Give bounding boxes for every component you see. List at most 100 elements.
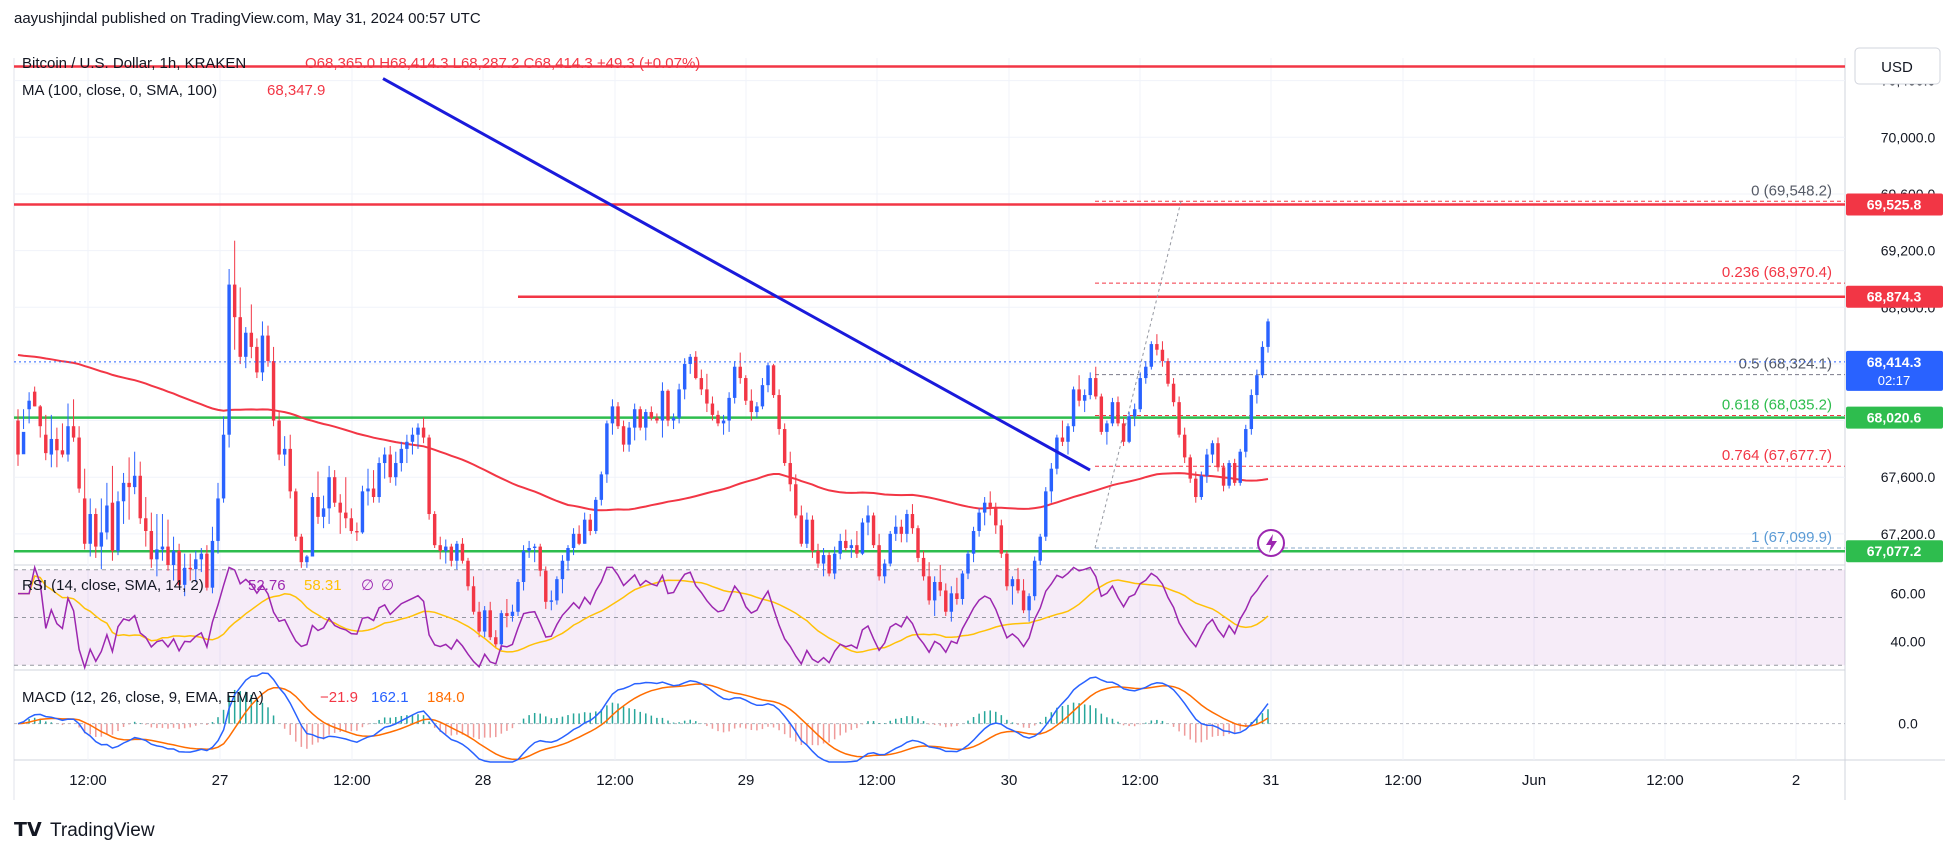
candle-body bbox=[449, 546, 454, 561]
candle-body bbox=[638, 409, 642, 428]
candle-body bbox=[149, 531, 154, 560]
candle-body bbox=[38, 406, 42, 427]
ma-legend-label[interactable]: MA (100, close, 0, SMA, 100) bbox=[22, 82, 217, 99]
candle-body bbox=[344, 512, 348, 519]
candle-body bbox=[405, 441, 409, 449]
candle-body bbox=[755, 406, 759, 413]
candle-body bbox=[1132, 409, 1137, 417]
candle-body bbox=[377, 463, 381, 498]
price-axis[interactable]: 70,400.070,000.069,600.069,200.068,800.0… bbox=[1881, 73, 1936, 732]
candle-body bbox=[910, 514, 915, 529]
candle-body bbox=[49, 438, 54, 455]
candle-body bbox=[849, 545, 854, 549]
candle-body bbox=[582, 519, 587, 544]
candle-body bbox=[1255, 375, 1259, 396]
candle-body bbox=[1038, 536, 1042, 561]
candle-body bbox=[71, 426, 76, 438]
candle-body bbox=[994, 506, 998, 526]
candle-body bbox=[594, 499, 598, 532]
candle-body bbox=[194, 559, 198, 570]
candle-body bbox=[905, 514, 909, 534]
rsi-line bbox=[18, 564, 1269, 671]
candle-body bbox=[510, 611, 515, 616]
tradingview-logo-mark: 𝗧𝗩 bbox=[14, 820, 42, 841]
candle-body bbox=[671, 417, 676, 421]
rsi-legend-label[interactable]: RSI (14, close, SMA, 14, 2) bbox=[22, 577, 204, 594]
price-tick-label: 67,200.0 bbox=[1881, 526, 1936, 542]
candle-body bbox=[777, 395, 781, 430]
footer-logo: TradingView bbox=[50, 820, 155, 841]
last-price-tag bbox=[1846, 350, 1943, 391]
resistance-2-tag bbox=[1846, 285, 1943, 308]
candle-body bbox=[244, 332, 248, 357]
candle-body bbox=[27, 400, 31, 410]
candle-body bbox=[116, 501, 120, 551]
candle-body bbox=[1005, 553, 1009, 587]
candle-body bbox=[827, 555, 831, 574]
rsi-sma-line bbox=[18, 575, 1269, 654]
candle-body bbox=[349, 518, 354, 532]
candle-body bbox=[432, 514, 437, 546]
candle-body bbox=[182, 567, 187, 585]
candle-body bbox=[738, 366, 742, 379]
candle-body bbox=[138, 475, 142, 519]
rsi-plot bbox=[18, 564, 1269, 671]
rsi-tick-label: 40.00 bbox=[1890, 633, 1925, 649]
candle-body bbox=[1021, 590, 1026, 611]
time-tick-label: 28 bbox=[475, 772, 492, 789]
candle-body bbox=[705, 389, 709, 404]
time-axis[interactable]: 12:00 27 12:00 28 12:00 29 12:00 30 12:00 31 12:00… bbox=[69, 772, 1800, 789]
candle-body bbox=[1188, 457, 1192, 479]
candle-body bbox=[382, 454, 387, 464]
price-tags: 69,525.8 68,874.3 68,020.6 67,077.2 68,414.3… bbox=[14, 193, 1943, 563]
grid-lines bbox=[14, 58, 1845, 760]
candle-body bbox=[1144, 366, 1148, 379]
candle-body bbox=[921, 557, 926, 577]
price-tick-label: 69,200.0 bbox=[1881, 243, 1936, 259]
candle-body bbox=[1238, 451, 1242, 483]
candle-body bbox=[544, 570, 548, 602]
candle-body bbox=[599, 474, 604, 500]
candle-body bbox=[682, 363, 687, 390]
candle-body bbox=[294, 491, 298, 537]
candle-body bbox=[877, 545, 881, 577]
price-tick-label: 67,600.0 bbox=[1881, 469, 1936, 485]
candle-body bbox=[1110, 402, 1115, 424]
candle-body bbox=[416, 427, 420, 435]
candle-body bbox=[421, 427, 426, 438]
level-lines bbox=[14, 65, 1845, 553]
candle-body bbox=[766, 365, 770, 386]
candle-body bbox=[899, 526, 904, 534]
candle-body bbox=[1194, 478, 1198, 498]
symbol-title[interactable]: Bitcoin / U.S. Dollar, 1h, KRAKEN bbox=[22, 55, 246, 72]
candle-body bbox=[760, 385, 765, 407]
lightning-icon bbox=[1266, 534, 1277, 553]
candle-body bbox=[949, 593, 954, 612]
candle-body bbox=[521, 550, 526, 582]
candle-body bbox=[355, 531, 359, 533]
macd-legend-label[interactable]: MACD (12, 26, close, 9, EMA, EMA) bbox=[22, 689, 264, 706]
candle-body bbox=[227, 284, 231, 435]
candle-body bbox=[788, 463, 792, 485]
candle-body bbox=[427, 437, 431, 515]
time-tick-label: 12:00 bbox=[1384, 772, 1422, 789]
trendline bbox=[382, 77, 1091, 472]
candle-body bbox=[505, 613, 509, 616]
rsi-tick-label: 60.00 bbox=[1890, 586, 1925, 602]
candle-body bbox=[438, 545, 442, 551]
candle-body bbox=[249, 332, 254, 347]
candle-body bbox=[471, 586, 476, 612]
candle-body bbox=[771, 365, 776, 396]
published-line: aayushjindal published on TradingView.co… bbox=[14, 10, 481, 27]
time-tick-label: 27 bbox=[212, 772, 229, 789]
candle-body bbox=[1210, 443, 1215, 455]
candle-body bbox=[199, 553, 204, 560]
currency-label: USD bbox=[1881, 59, 1913, 76]
candle-body bbox=[677, 389, 681, 418]
candle-body bbox=[871, 515, 876, 546]
time-tick-label: 12:00 bbox=[596, 772, 634, 789]
currency-button[interactable] bbox=[1854, 47, 1941, 85]
rsi-legend-value: 52.76 bbox=[248, 577, 286, 594]
candle-body bbox=[132, 475, 137, 488]
candle-body bbox=[1227, 463, 1231, 486]
